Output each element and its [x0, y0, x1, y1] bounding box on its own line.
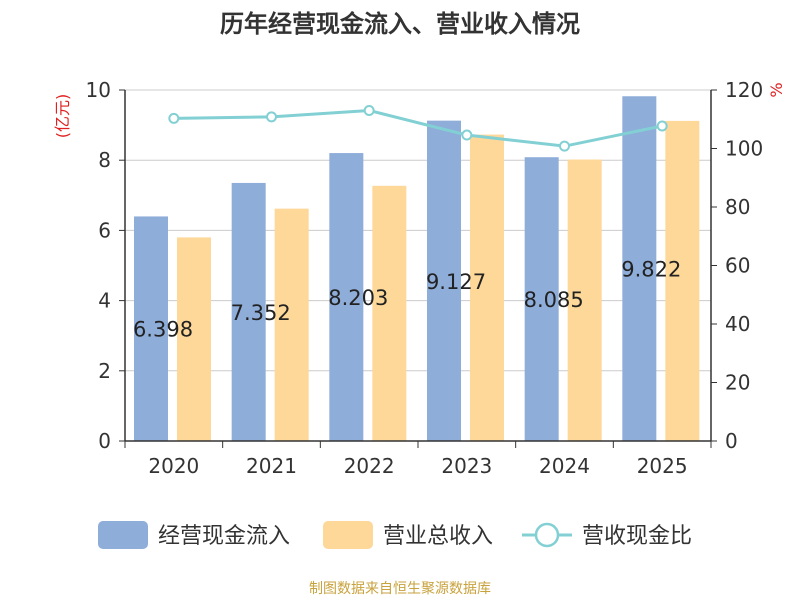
y-right-tick-label: 120 — [725, 78, 763, 102]
y-right-tick-label: 80 — [725, 195, 750, 219]
revenue-bar — [177, 237, 211, 441]
y-right-tick-label: 20 — [725, 371, 750, 395]
y-right-tick-label: 100 — [725, 137, 763, 161]
ratio-line-point — [168, 112, 180, 124]
y-right-tick-label: 0 — [725, 429, 738, 453]
y-left-tick-label: 0 — [98, 429, 111, 453]
ratio-line-path — [173, 108, 663, 148]
legend-label-ratio: 营收现金比 — [582, 524, 692, 549]
revenue-bar — [665, 120, 700, 441]
legend-swatch-ratio-marker — [534, 522, 560, 548]
legend[interactable]: 经营现金流入 营业总收入 营收现金比 — [98, 521, 692, 549]
cash-inflow-data-label: 9.127 — [426, 270, 486, 294]
y-right-tick-label: 60 — [725, 254, 750, 278]
ratio-line — [168, 104, 668, 152]
chart-title: 历年经营现金流入、营业收入情况 — [220, 10, 580, 38]
cash-inflow-data-label: 7.352 — [231, 301, 291, 325]
legend-swatch-cash-inflow — [98, 521, 148, 549]
cash-inflow-bar — [134, 216, 168, 441]
x-tick-label: 2020 — [148, 454, 199, 478]
x-tick-label: 2022 — [344, 454, 395, 478]
x-tick-label: 2024 — [539, 454, 590, 478]
y-left-unit-label: (亿元) — [53, 94, 72, 139]
y-left-tick-label: 8 — [98, 148, 111, 172]
revenue-bar — [567, 159, 602, 442]
revenue-bar — [470, 134, 504, 441]
legend-item-cash-inflow[interactable]: 经营现金流入 — [98, 521, 290, 549]
y-right-tick-label: 40 — [725, 312, 750, 336]
ratio-line-point — [461, 129, 473, 141]
cash-inflow-data-label: 8.203 — [328, 286, 388, 310]
bars — [134, 96, 700, 442]
legend-swatch-revenue — [323, 521, 373, 549]
cash-inflow-bar — [622, 96, 657, 441]
cash-inflow-data-label: 8.085 — [524, 288, 584, 312]
y-left-tick-label: 4 — [98, 289, 111, 313]
ratio-line-point — [266, 111, 277, 123]
cash-inflow-bar — [427, 120, 461, 441]
data-labels: 6.398 7.352 8.203 9.127 8.085 9.822 — [133, 258, 681, 342]
y-left-tick-label: 10 — [86, 78, 111, 102]
legend-item-ratio[interactable]: 营收现金比 — [522, 522, 692, 549]
revenue-bar — [372, 185, 407, 441]
y-right-unit-label: % — [767, 82, 786, 97]
ratio-line-point — [656, 120, 668, 132]
legend-label-cash-inflow: 经营现金流入 — [158, 524, 290, 549]
cash-inflow-bar — [231, 182, 266, 441]
legend-item-revenue[interactable]: 营业总收入 — [323, 521, 493, 549]
x-tick-label: 2025 — [637, 454, 688, 478]
cash-inflow-data-label: 9.822 — [621, 258, 681, 282]
cash-inflow-bar — [524, 157, 559, 442]
legend-label-revenue: 营业总收入 — [383, 524, 493, 549]
x-tick-label: 2021 — [246, 454, 297, 478]
revenue-bar — [274, 208, 309, 441]
ratio-line-point — [363, 104, 375, 116]
cash-inflow-data-label: 6.398 — [133, 318, 193, 342]
y-left-tick-label: 2 — [98, 359, 111, 383]
y-left-tick-label: 6 — [98, 218, 111, 242]
x-tick-label: 2023 — [441, 454, 492, 478]
cash-inflow-bar — [329, 153, 364, 441]
chart-source-note: 制图数据来自恒生聚源数据库 — [309, 581, 491, 597]
ratio-line-point — [559, 140, 570, 152]
